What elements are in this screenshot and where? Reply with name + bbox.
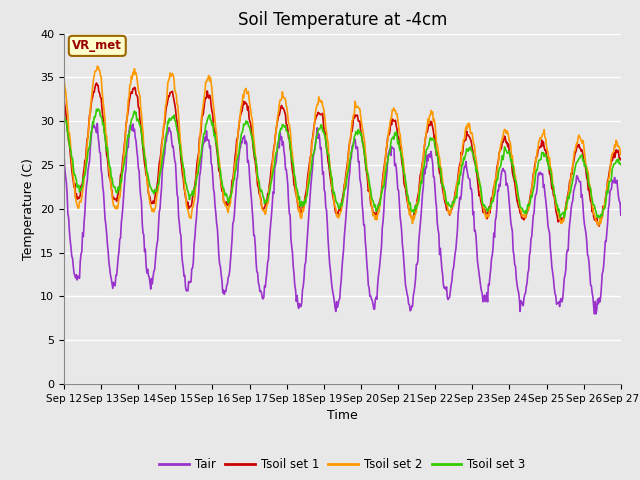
Line: Tair: Tair [64, 123, 621, 314]
Line: Tsoil set 2: Tsoil set 2 [64, 66, 621, 226]
Tsoil set 1 [595, 223, 603, 229]
Tsoil set 3 [185, 191, 193, 197]
Legend: Tair, Tsoil set 1, Tsoil set 2, Tsoil set 3: Tair, Tsoil set 1, Tsoil set 2, Tsoil se… [155, 454, 530, 476]
Tsoil set 2 [128, 76, 136, 82]
Tsoil set 1 [128, 90, 136, 96]
Tsoil set 2 [185, 211, 193, 217]
Tair [93, 120, 101, 126]
Tair [185, 278, 193, 284]
Tsoil set 3 [70, 171, 78, 177]
Line: Tsoil set 1: Tsoil set 1 [64, 83, 621, 226]
Tsoil set 3 [214, 156, 222, 162]
Title: Soil Temperature at -4cm: Soil Temperature at -4cm [237, 11, 447, 29]
Y-axis label: Temperature (C): Temperature (C) [22, 158, 35, 260]
Tsoil set 2 [70, 180, 78, 186]
Tsoil set 3 [60, 112, 68, 118]
Tsoil set 2 [411, 213, 419, 218]
Tair [214, 238, 222, 244]
Tsoil set 1 [411, 210, 419, 216]
Text: VR_met: VR_met [72, 39, 122, 52]
Tsoil set 1 [70, 184, 78, 190]
Tsoil set 2 [617, 152, 625, 157]
Tsoil set 1 [93, 80, 100, 86]
Tsoil set 3 [411, 204, 419, 210]
Tsoil set 1 [617, 157, 625, 163]
Tsoil set 3 [617, 162, 625, 168]
Tsoil set 2 [428, 108, 435, 113]
Tair [60, 152, 68, 157]
Tsoil set 2 [214, 150, 222, 156]
Tair [70, 270, 78, 276]
Tsoil set 2 [60, 75, 68, 81]
Tsoil set 1 [60, 96, 68, 102]
Tsoil set 3 [128, 116, 136, 121]
Tair [591, 311, 598, 317]
Tsoil set 3 [561, 215, 568, 220]
Tsoil set 1 [214, 159, 222, 165]
Tsoil set 1 [428, 119, 435, 124]
Tsoil set 2 [595, 223, 602, 229]
X-axis label: Time: Time [327, 409, 358, 422]
Tair [411, 283, 419, 289]
Tsoil set 3 [94, 106, 102, 112]
Tsoil set 2 [93, 63, 101, 69]
Line: Tsoil set 3: Tsoil set 3 [64, 109, 621, 217]
Tair [128, 128, 136, 133]
Tsoil set 3 [428, 135, 435, 141]
Tair [428, 149, 435, 155]
Tsoil set 1 [185, 206, 193, 212]
Tair [617, 212, 625, 218]
